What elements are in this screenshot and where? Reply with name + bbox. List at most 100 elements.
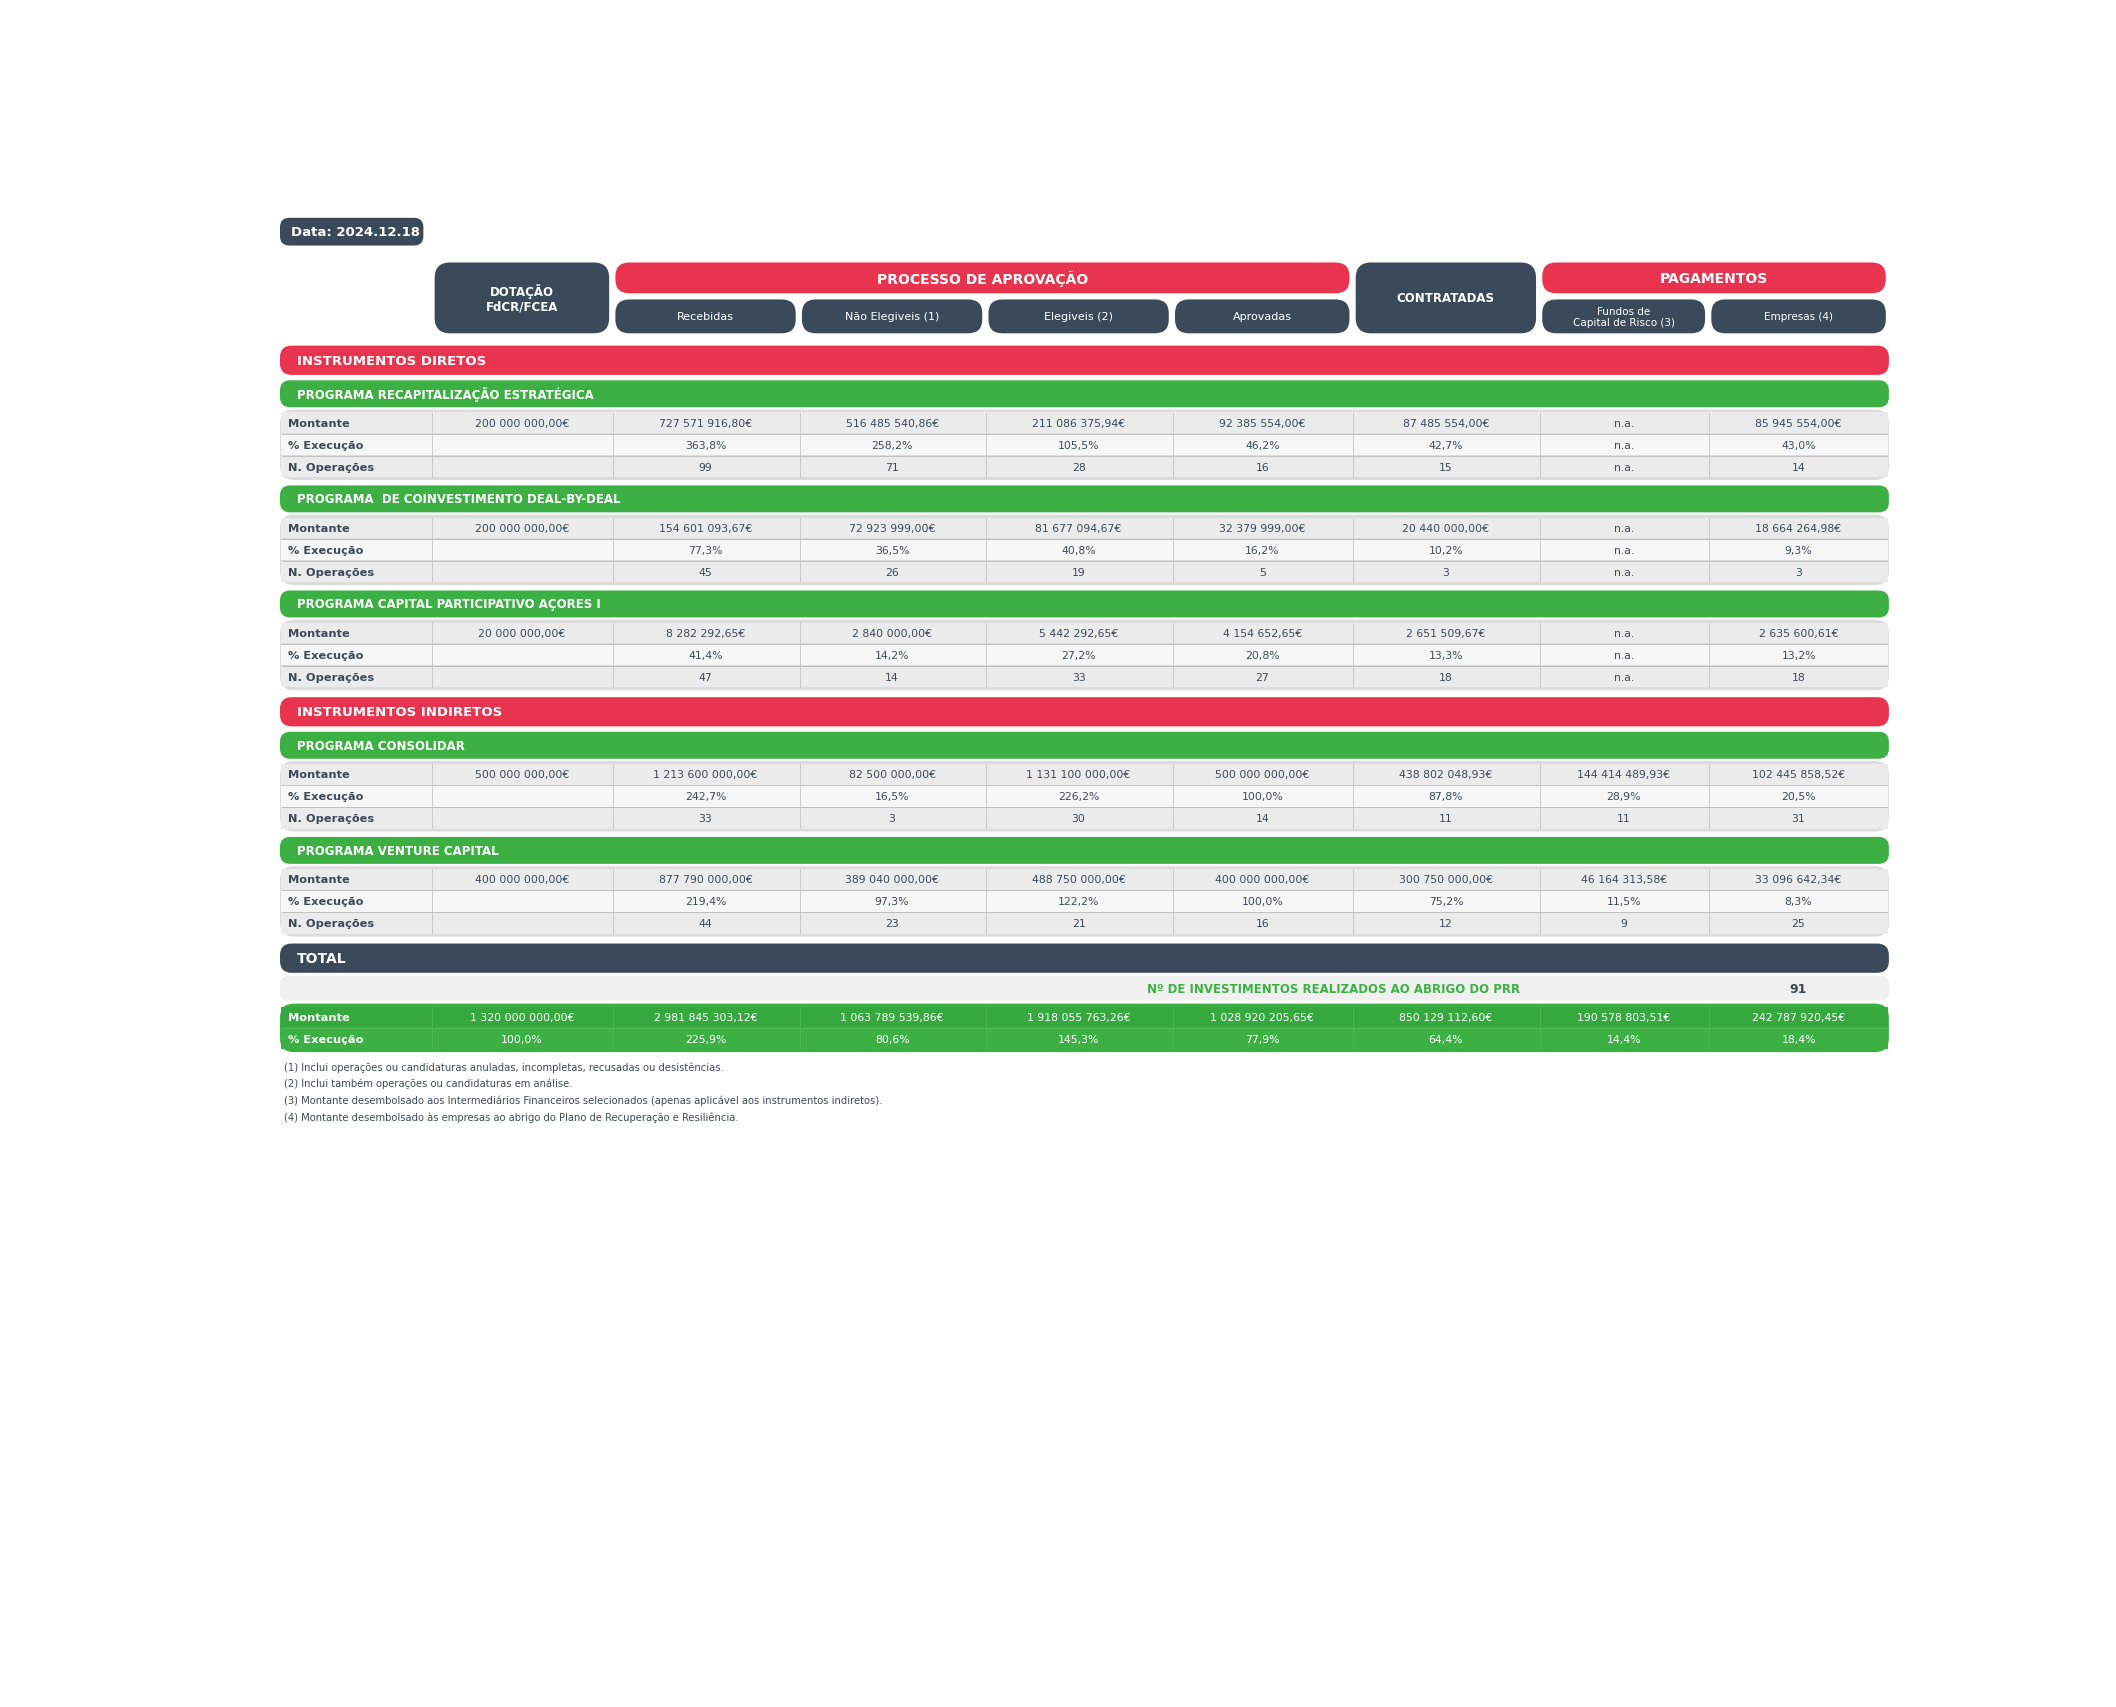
- Text: 25: 25: [1792, 918, 1805, 929]
- Text: 11,5%: 11,5%: [1606, 896, 1640, 906]
- Text: 242 787 920,45€: 242 787 920,45€: [1752, 1012, 1845, 1022]
- Text: PROGRAMA VENTURE CAPITAL: PROGRAMA VENTURE CAPITAL: [296, 845, 499, 857]
- Text: 77,3%: 77,3%: [688, 546, 724, 555]
- Text: 5: 5: [1259, 567, 1265, 577]
- Text: 81 677 094,67€: 81 677 094,67€: [1035, 524, 1121, 534]
- Text: 2 840 000,00€: 2 840 000,00€: [853, 628, 931, 638]
- Text: 242,7%: 242,7%: [686, 792, 726, 802]
- Bar: [281, 765, 1887, 785]
- Text: 9,3%: 9,3%: [1784, 546, 1813, 555]
- Text: Montante: Montante: [288, 524, 349, 534]
- Text: Montante: Montante: [288, 628, 349, 638]
- Text: Data: 2024.12.18: Data: 2024.12.18: [290, 225, 419, 239]
- Bar: [281, 539, 1887, 562]
- Text: 99: 99: [698, 463, 713, 473]
- Bar: [281, 562, 1887, 582]
- Text: 14,2%: 14,2%: [874, 650, 910, 661]
- Text: 2 651 509,67€: 2 651 509,67€: [1407, 628, 1485, 638]
- Text: 258,2%: 258,2%: [872, 440, 912, 451]
- Text: N. Operações: N. Operações: [288, 918, 375, 929]
- Text: 33: 33: [698, 814, 713, 824]
- Text: 85 945 554,00€: 85 945 554,00€: [1756, 418, 1841, 428]
- Text: 14,4%: 14,4%: [1606, 1034, 1640, 1045]
- Text: 21: 21: [1071, 918, 1086, 929]
- Bar: [281, 913, 1887, 934]
- FancyBboxPatch shape: [1543, 300, 1705, 335]
- Text: 33 096 642,34€: 33 096 642,34€: [1756, 876, 1841, 884]
- Text: Não Elegiveis (1): Não Elegiveis (1): [844, 312, 940, 323]
- Text: % Execução: % Execução: [288, 792, 364, 802]
- Text: n.a.: n.a.: [1615, 418, 1634, 428]
- Text: DOTAÇÃO
FdCR/FCEA: DOTAÇÃO FdCR/FCEA: [487, 283, 559, 314]
- Text: CONTRATADAS: CONTRATADAS: [1397, 292, 1494, 306]
- Text: n.a.: n.a.: [1615, 650, 1634, 661]
- Text: PROGRAMA  DE COINVESTIMENTO DEAL-BY-DEAL: PROGRAMA DE COINVESTIMENTO DEAL-BY-DEAL: [296, 493, 620, 505]
- FancyBboxPatch shape: [279, 1004, 1890, 1053]
- Text: n.a.: n.a.: [1615, 546, 1634, 555]
- Text: INSTRUMENTOS DIRETOS: INSTRUMENTOS DIRETOS: [296, 355, 487, 367]
- FancyBboxPatch shape: [988, 300, 1168, 335]
- FancyBboxPatch shape: [279, 381, 1890, 408]
- Text: 11: 11: [1617, 814, 1631, 824]
- Text: 2 635 600,61€: 2 635 600,61€: [1758, 628, 1839, 638]
- FancyBboxPatch shape: [616, 300, 796, 335]
- Text: 400 000 000,00€: 400 000 000,00€: [474, 876, 569, 884]
- Text: 77,9%: 77,9%: [1244, 1034, 1280, 1045]
- FancyBboxPatch shape: [279, 867, 1890, 937]
- Text: (1) Inclui operações ou candidaturas anuladas, incompletas, recusadas ou desistê: (1) Inclui operações ou candidaturas anu…: [284, 1062, 724, 1072]
- Text: 363,8%: 363,8%: [686, 440, 726, 451]
- Text: 46,2%: 46,2%: [1244, 440, 1280, 451]
- Bar: [281, 787, 1887, 807]
- Text: N. Operações: N. Operações: [288, 814, 375, 824]
- Text: 18 664 264,98€: 18 664 264,98€: [1756, 524, 1841, 534]
- Text: Montante: Montante: [288, 770, 349, 780]
- Bar: [281, 1007, 1887, 1028]
- Text: (2) Inclui também operações ou candidaturas em análise.: (2) Inclui também operações ou candidatu…: [284, 1079, 571, 1089]
- Text: 11: 11: [1439, 814, 1454, 824]
- Text: 1 320 000 000,00€: 1 320 000 000,00€: [470, 1012, 573, 1022]
- Text: N. Operações: N. Operações: [288, 463, 375, 473]
- FancyBboxPatch shape: [279, 944, 1890, 973]
- Text: 15: 15: [1439, 463, 1454, 473]
- Text: 13,3%: 13,3%: [1428, 650, 1462, 661]
- Text: 42,7%: 42,7%: [1428, 440, 1462, 451]
- Text: 20 440 000,00€: 20 440 000,00€: [1403, 524, 1490, 534]
- Text: % Execução: % Execução: [288, 1034, 364, 1045]
- Text: PROGRAMA RECAPITALIZAÇÃO ESTRATÉGICA: PROGRAMA RECAPITALIZAÇÃO ESTRATÉGICA: [296, 387, 595, 403]
- Text: 82 500 000,00€: 82 500 000,00€: [849, 770, 935, 780]
- Text: 16: 16: [1255, 918, 1270, 929]
- Text: 488 750 000,00€: 488 750 000,00€: [1033, 876, 1126, 884]
- Text: 16,2%: 16,2%: [1244, 546, 1280, 555]
- Text: n.a.: n.a.: [1615, 524, 1634, 534]
- Text: 1 063 789 539,86€: 1 063 789 539,86€: [840, 1012, 944, 1022]
- Text: 1 131 100 000,00€: 1 131 100 000,00€: [1026, 770, 1130, 780]
- Bar: [281, 1029, 1887, 1050]
- Text: 400 000 000,00€: 400 000 000,00€: [1215, 876, 1310, 884]
- Text: 87,8%: 87,8%: [1428, 792, 1462, 802]
- Text: 18: 18: [1792, 673, 1805, 683]
- Text: 16: 16: [1255, 463, 1270, 473]
- FancyBboxPatch shape: [279, 347, 1890, 376]
- Text: 105,5%: 105,5%: [1058, 440, 1100, 451]
- FancyBboxPatch shape: [279, 761, 1890, 831]
- Text: 727 571 916,80€: 727 571 916,80€: [658, 418, 751, 428]
- Text: 100,0%: 100,0%: [1242, 896, 1282, 906]
- Bar: [281, 809, 1887, 830]
- Text: 211 086 375,94€: 211 086 375,94€: [1033, 418, 1126, 428]
- Bar: [281, 645, 1887, 666]
- Text: (3) Montante desembolsado aos Intermediários Financeiros selecionados (apenas ap: (3) Montante desembolsado aos Intermediá…: [284, 1094, 882, 1106]
- Text: 219,4%: 219,4%: [686, 896, 726, 906]
- Text: 92 385 554,00€: 92 385 554,00€: [1219, 418, 1306, 428]
- Text: PROGRAMA CONSOLIDAR: PROGRAMA CONSOLIDAR: [296, 739, 466, 753]
- Text: Empresas (4): Empresas (4): [1765, 312, 1832, 323]
- Text: 72 923 999,00€: 72 923 999,00€: [849, 524, 935, 534]
- Text: 20,5%: 20,5%: [1782, 792, 1816, 802]
- Bar: [281, 869, 1887, 891]
- Text: 225,9%: 225,9%: [686, 1034, 726, 1045]
- Text: 44: 44: [698, 918, 713, 929]
- Text: 3: 3: [889, 814, 895, 824]
- Text: 300 750 000,00€: 300 750 000,00€: [1399, 876, 1494, 884]
- Text: 516 485 540,86€: 516 485 540,86€: [846, 418, 940, 428]
- FancyBboxPatch shape: [279, 732, 1890, 760]
- Text: 389 040 000,00€: 389 040 000,00€: [844, 876, 940, 884]
